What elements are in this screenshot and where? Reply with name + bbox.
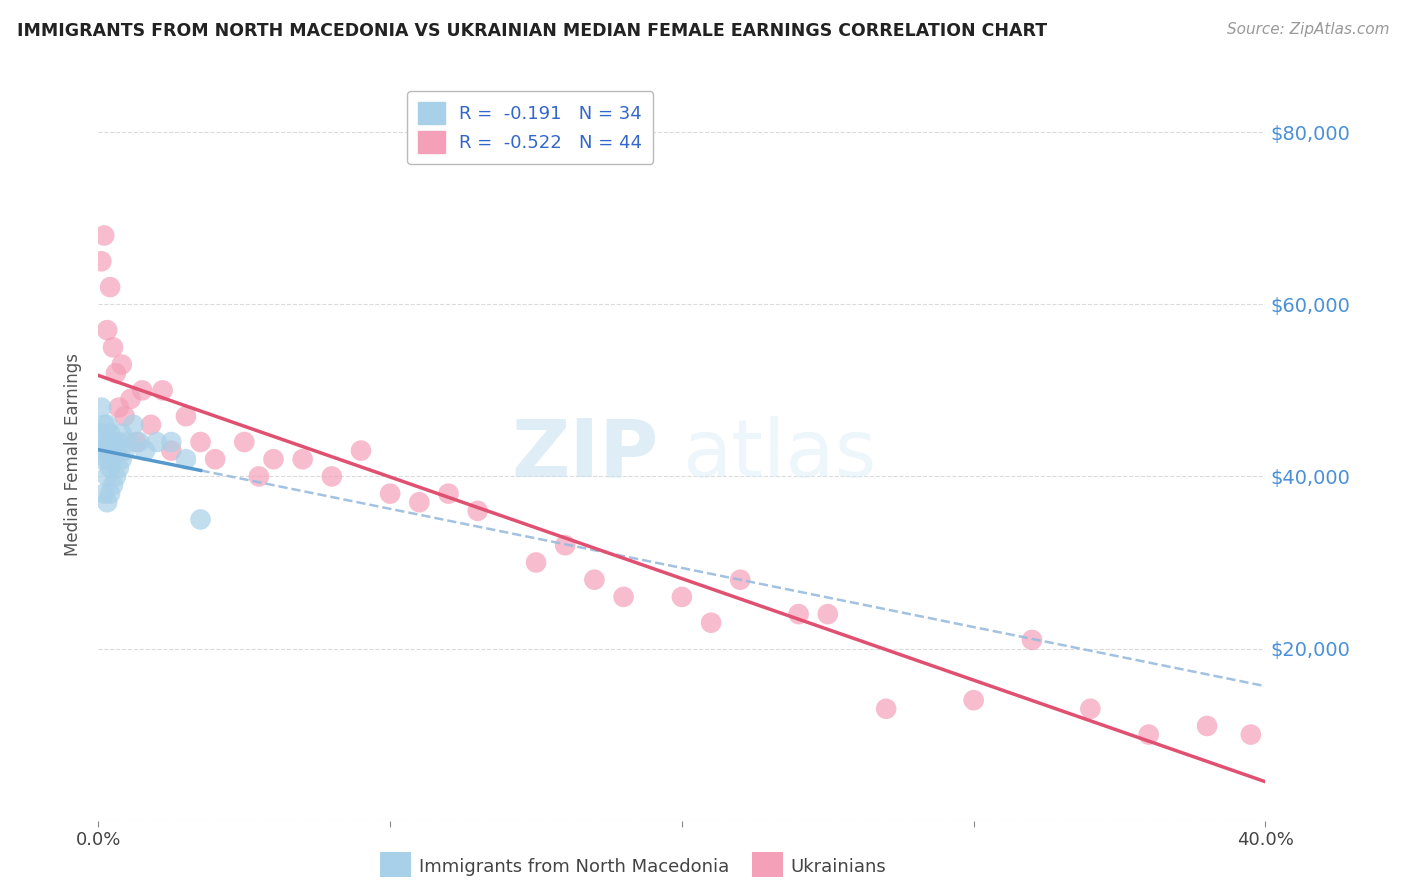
Point [700,615,723,630]
Point [190,512,212,526]
Point [128,435,150,450]
Point [108,435,131,450]
Point [90,401,112,415]
Point [233,435,256,450]
Point [583,573,606,587]
Point [93,228,115,243]
Point [467,504,489,518]
Point [190,435,212,450]
Point [90,426,112,441]
Point [93,443,115,458]
Point [98,426,121,441]
Point [350,443,373,458]
Point [1021,632,1043,647]
Point [98,460,121,475]
Point [160,435,183,450]
Text: ZIP: ZIP [512,416,658,494]
Point [114,409,136,424]
Point [152,384,174,398]
Point [125,435,148,450]
Legend: R =  -0.191   N = 34, R =  -0.522   N = 44: R = -0.191 N = 34, R = -0.522 N = 44 [408,91,654,164]
Point [524,556,547,570]
Point [139,417,162,432]
Point [247,469,270,483]
Y-axis label: Median Female Earnings: Median Female Earnings [65,353,83,557]
Point [437,486,460,500]
Point [96,469,118,483]
Point [122,417,145,432]
Point [730,573,752,587]
Point [101,478,124,492]
Point [98,280,121,294]
Point [104,443,127,458]
Point [96,495,118,509]
Point [160,443,183,458]
Point [408,495,430,509]
Point [204,452,226,467]
Text: atlas: atlas [682,416,876,494]
Point [1137,728,1160,742]
Point [90,452,112,467]
Point [554,538,576,552]
Point [380,486,402,500]
Point [93,486,115,500]
Point [114,443,136,458]
Point [817,607,839,621]
Point [96,417,118,432]
Point [962,693,984,707]
Point [93,417,115,432]
Point [101,340,124,354]
Point [101,452,124,467]
Point [262,452,284,467]
Point [134,443,156,458]
Point [101,435,124,450]
Point [104,469,127,483]
Point [93,435,115,450]
Point [174,452,197,467]
Point [98,486,121,500]
Point [96,452,118,467]
Point [111,426,134,441]
Point [612,590,634,604]
Point [1195,719,1218,733]
Point [98,443,121,458]
Point [108,460,131,475]
Point [120,392,142,406]
Text: IMMIGRANTS FROM NORTH MACEDONIA VS UKRAINIAN MEDIAN FEMALE EARNINGS CORRELATION : IMMIGRANTS FROM NORTH MACEDONIA VS UKRAI… [17,22,1047,40]
Point [90,254,112,268]
Point [146,435,169,450]
Point [104,366,127,380]
Point [787,607,810,621]
Text: Immigrants from North Macedonia: Immigrants from North Macedonia [419,858,730,876]
Point [1240,728,1263,742]
Point [111,452,134,467]
Point [1080,702,1102,716]
Point [117,435,139,450]
Point [131,384,153,398]
Point [875,702,897,716]
Point [96,323,118,337]
Point [174,409,197,424]
Point [96,435,118,450]
Point [108,401,131,415]
Text: Ukrainians: Ukrainians [790,858,886,876]
Point [111,358,134,372]
Point [671,590,693,604]
Point [291,452,314,467]
Point [321,469,343,483]
Text: Source: ZipAtlas.com: Source: ZipAtlas.com [1226,22,1389,37]
